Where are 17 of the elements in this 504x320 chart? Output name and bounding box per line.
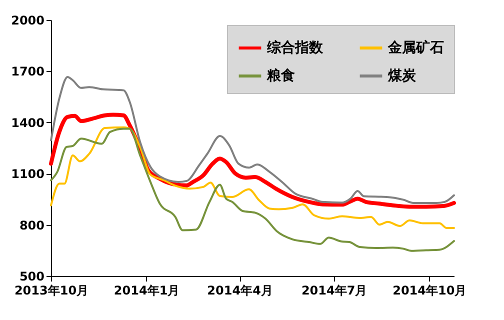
line-series [50, 128, 455, 252]
y-tick-label: 1400 [11, 116, 44, 130]
y-tick-label: 2000 [11, 14, 44, 28]
y-tick-label: 500 [19, 270, 44, 284]
x-tick-label: 2014年7月 [301, 284, 368, 298]
y-tick-label: 1100 [11, 167, 44, 182]
legend-label: 综合指数 [266, 39, 324, 56]
line-series [50, 126, 455, 230]
x-tick-label: 2013年10月 [14, 284, 89, 298]
x-tick-label: 2014年1月 [114, 284, 180, 298]
x-tick-label: 2014年10月 [392, 284, 467, 298]
y-tick-label: 1700 [11, 64, 44, 79]
y-tick-label: 800 [19, 218, 44, 232]
legend-label: 粮食 [266, 67, 295, 84]
legend-label: 金属矿石 [387, 39, 444, 56]
x-tick-label: 2014年4月 [207, 284, 273, 298]
legend-label: 煤炭 [387, 68, 417, 84]
